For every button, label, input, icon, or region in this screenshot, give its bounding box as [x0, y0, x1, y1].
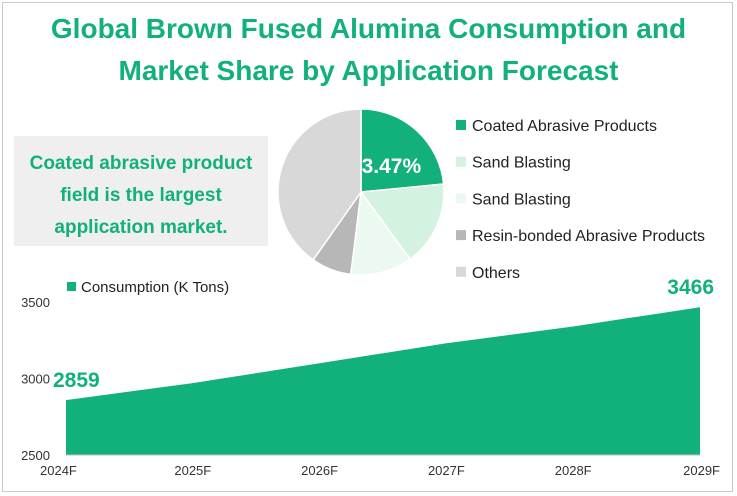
chart-title: Global Brown Fused Alumina Consumption a… — [0, 8, 737, 92]
pie-legend-swatch — [456, 156, 466, 167]
x-tick-label: 2026F — [301, 463, 338, 478]
pie-legend-swatch — [456, 193, 466, 204]
pie-legend-swatch — [456, 266, 466, 277]
pie-slice — [359, 183, 445, 261]
title-line-1: Global Brown Fused Alumina Consumption a… — [50, 13, 687, 44]
x-tick-label: 2025F — [174, 463, 211, 478]
x-tick-label: 2029F — [683, 463, 720, 478]
note-line-2: field is the largest — [60, 185, 222, 206]
pie-slice — [277, 108, 362, 261]
title-line-2: Market Share by Application Forecast — [118, 55, 619, 86]
area-legend-swatch — [67, 282, 76, 291]
x-tick-label: 2024F — [40, 463, 77, 478]
pie-legend-label: Resin-bonded Abrasive Products — [472, 228, 705, 245]
pie-data-label: 23.47% — [350, 155, 422, 178]
y-tick-label: 3000 — [21, 372, 50, 387]
note-line-3: application market. — [54, 217, 228, 238]
pie-slice — [360, 108, 445, 193]
pie-legend-label: Others — [472, 265, 520, 282]
x-tick-label: 2027F — [428, 463, 465, 478]
pie-legend-swatch — [456, 230, 466, 241]
pie-slice — [349, 190, 411, 276]
pie-legend-label: Coated Abrasive Products — [472, 118, 657, 135]
pie-legend-label: Sand Blasting — [472, 155, 571, 172]
callout-note: Coated abrasive product field is the lar… — [14, 136, 268, 246]
y-tick-label: 3500 — [21, 295, 50, 310]
area-data-label: 3466 — [667, 276, 714, 299]
pie-legend-swatch — [456, 120, 466, 130]
pie-legend-label: Sand Blasting — [472, 191, 571, 208]
consumption-area — [66, 307, 700, 455]
y-tick-label: 2500 — [21, 448, 50, 463]
note-line-1: Coated abrasive product — [29, 153, 253, 174]
area-legend-label: Consumption (K Tons) — [81, 279, 229, 296]
x-tick-label: 2028F — [555, 463, 592, 478]
area-data-label: 2859 — [53, 369, 100, 392]
